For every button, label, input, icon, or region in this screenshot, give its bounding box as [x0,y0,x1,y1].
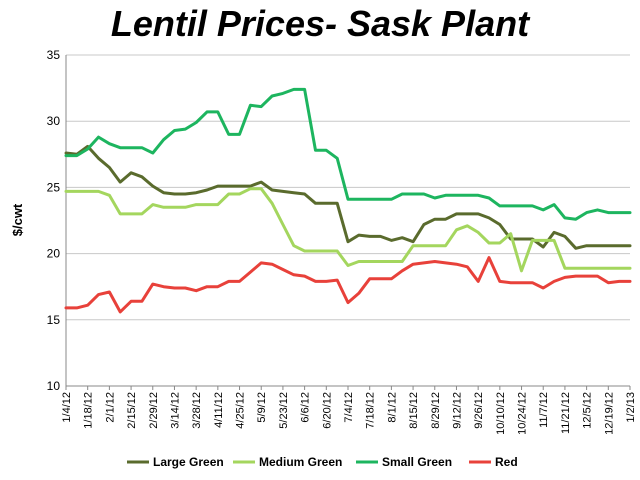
series-line-medium-green [64,187,632,273]
x-tick-label: 7/4/12 [343,392,355,423]
x-tick-label: 1/4/12 [61,392,73,423]
x-tick-label: 8/1/12 [386,392,398,423]
chart-title: Lentil Prices- Sask Plant [110,3,530,44]
x-tick-label: 8/15/12 [408,392,420,429]
y-tick-label: 20 [47,247,61,261]
y-tick-label: 25 [47,180,61,194]
x-tick-label: 7/18/12 [365,392,377,429]
x-tick-label: 5/9/12 [256,392,268,423]
series-line-red [64,256,632,314]
grid-layer [66,54,630,387]
x-tick-label: 8/29/12 [430,392,442,429]
x-tick-label: 2/29/12 [148,392,160,429]
legend-label: Large Green [153,455,224,469]
axis-layer: 10 15 20 25 30 35 1/4/12 1/18/12 2/1/12 2/15/12 2/… [47,48,637,435]
y-axis-label: $/cwt [10,203,25,236]
legend-label: Small Green [382,455,452,469]
x-tick-label: 4/11/12 [213,392,225,428]
series-line-small-green [64,87,632,221]
series-layer [64,87,632,314]
legend: Large Green Medium Green Small Green Red [127,455,518,469]
x-tick-label: 1/18/12 [83,392,95,429]
x-tick-label: 12/19/12 [603,392,615,435]
x-tick-label: 11/7/12 [538,392,550,428]
y-tick-label: 35 [47,48,61,62]
y-tick-label: 10 [47,379,61,393]
x-tick-label: 3/28/12 [191,392,203,429]
x-tick-label: 4/25/12 [235,392,247,429]
x-tick-label: 11/21/12 [560,392,572,434]
x-tick-label: 6/6/12 [300,392,312,423]
x-tick-label: 1/2/13 [625,392,637,423]
x-tick-label: 10/10/12 [495,392,507,435]
x-tick-label: 2/15/12 [126,392,138,429]
x-tick-label: 10/24/12 [517,392,529,435]
x-tick-label: 12/5/12 [582,392,594,429]
x-tick-label: 6/20/12 [321,392,333,429]
legend-label: Medium Green [259,455,342,469]
x-tick-label: 9/12/12 [451,392,463,429]
legend-label: Red [495,455,518,469]
x-tick-label: 2/1/12 [104,392,116,423]
x-tick-label: 5/23/12 [278,392,290,429]
x-tick-label: 9/26/12 [473,392,485,429]
x-tick-label: 3/14/12 [169,392,181,429]
y-tick-label: 15 [47,313,61,327]
y-tick-label: 30 [47,114,61,128]
